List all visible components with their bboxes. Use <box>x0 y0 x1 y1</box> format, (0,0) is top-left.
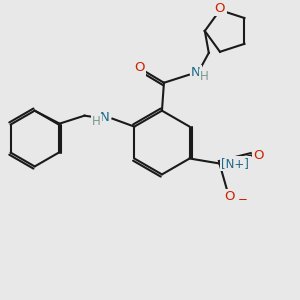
Text: O: O <box>215 2 225 15</box>
Text: O: O <box>253 149 264 162</box>
Text: O: O <box>134 61 144 74</box>
Text: N: N <box>100 111 110 124</box>
Text: H: H <box>200 70 208 83</box>
Text: H: H <box>92 115 100 128</box>
Text: O: O <box>224 190 235 203</box>
Text: −: − <box>237 193 247 206</box>
Text: [N+]: [N+] <box>221 157 249 170</box>
Text: N: N <box>191 66 201 79</box>
